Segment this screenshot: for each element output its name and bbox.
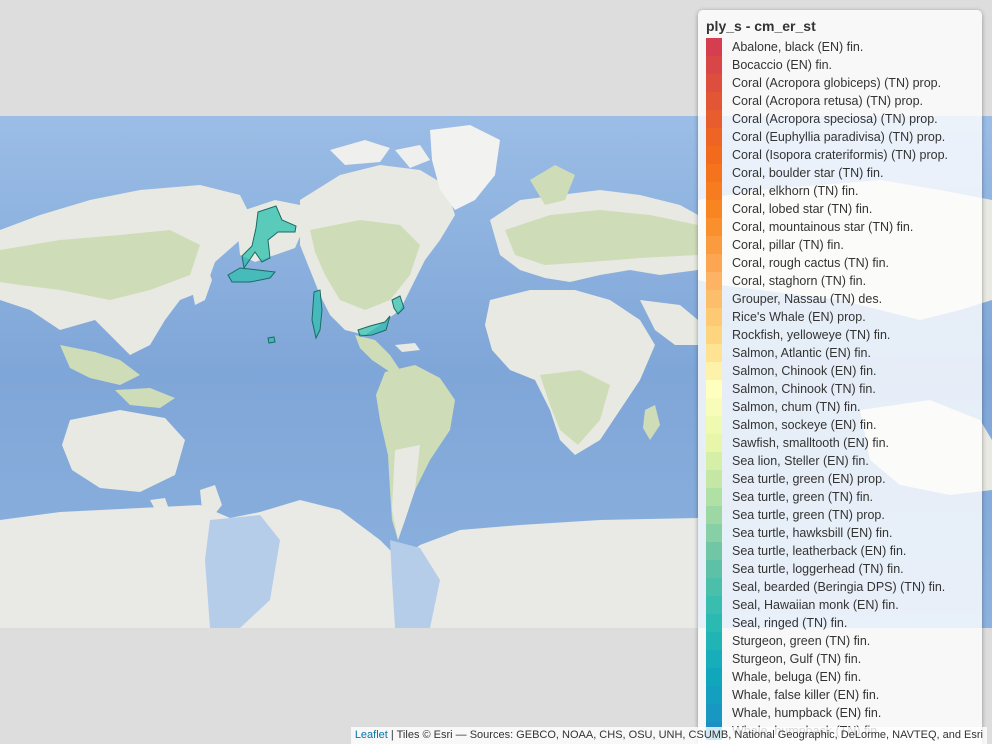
legend-item: Sea turtle, loggerhead (TN) fin. <box>732 562 904 576</box>
legend-item: Sea turtle, green (TN) fin. <box>732 490 874 504</box>
legend-swatch <box>706 488 722 506</box>
legend-item: Whale, humpback (EN) fin. <box>732 706 882 720</box>
legend-swatch <box>706 362 722 380</box>
legend-item: Abalone, black (EN) fin. <box>732 40 864 54</box>
legend-swatch <box>706 506 722 524</box>
legend-swatch <box>706 128 722 146</box>
legend-item: Coral (Acropora retusa) (TN) prop. <box>732 94 924 108</box>
habitat-polygon-atlantic-coast[interactable] <box>391 295 405 315</box>
legend-item: Coral, rough cactus (TN) fin. <box>732 256 889 270</box>
ice-shelf <box>205 515 280 628</box>
habitat-polygon-pacific-coast[interactable] <box>311 289 323 340</box>
legend-swatch <box>706 200 722 218</box>
legend-item: Sea lion, Steller (EN) fin. <box>732 454 869 468</box>
landmass-north-america <box>238 125 500 372</box>
legend-panel: ply_s - cm_er_st Abalone, black (EN) fin… <box>698 10 982 744</box>
legend-swatch <box>706 434 722 452</box>
legend-item: Rockfish, yelloweye (TN) fin. <box>732 328 891 342</box>
legend-item: Coral (Acropora globiceps) (TN) prop. <box>732 76 942 90</box>
habitat-polygon-aleutians[interactable] <box>227 267 276 283</box>
legend-swatch <box>706 146 722 164</box>
legend-swatch <box>706 614 722 632</box>
legend-swatch <box>706 164 722 182</box>
legend-item: Coral, pillar (TN) fin. <box>732 238 844 252</box>
legend-item: Salmon, Chinook (EN) fin. <box>732 364 877 378</box>
ice-shelf <box>390 540 440 628</box>
legend-item: Coral (Euphyllia paradivisa) (TN) prop. <box>732 130 946 144</box>
habitat-polygon-gulf-of-mexico[interactable] <box>357 315 391 337</box>
legend-swatch <box>706 236 722 254</box>
legend-swatch <box>706 398 722 416</box>
landmass-antarctica <box>0 500 698 628</box>
habitat-polygons[interactable] <box>227 205 405 344</box>
legend-swatch <box>706 578 722 596</box>
legend-swatch <box>706 668 722 686</box>
legend-swatch <box>706 344 722 362</box>
legend-swatch <box>706 686 722 704</box>
legend-swatch <box>706 380 722 398</box>
legend-swatch <box>706 416 722 434</box>
legend-list: Abalone, black (EN) fin. Bocaccio (EN) fi… <box>732 38 948 740</box>
legend-item: Whale, beluga (EN) fin. <box>732 670 862 684</box>
legend-item: Coral (Isopora crateriformis) (TN) prop. <box>732 148 949 162</box>
legend-item: Coral, mountainous star (TN) fin. <box>732 220 914 234</box>
legend-item: Coral (Acropora speciosa) (TN) prop. <box>732 112 938 126</box>
landmass-europe-africa <box>485 165 698 455</box>
legend-swatch <box>706 110 722 128</box>
legend-swatch <box>706 704 722 722</box>
legend-swatch <box>706 182 722 200</box>
legend-swatch <box>706 632 722 650</box>
legend-item: Sea turtle, leatherback (EN) fin. <box>732 544 907 558</box>
legend-swatch <box>706 38 722 56</box>
legend-item: Seal, Hawaiian monk (EN) fin. <box>732 598 899 612</box>
legend-item: Sturgeon, green (TN) fin. <box>732 634 871 648</box>
legend-item: Coral, boulder star (TN) fin. <box>732 166 884 180</box>
attribution-text: | Tiles © Esri — Sources: GEBCO, NOAA, C… <box>390 729 983 741</box>
legend-item: Salmon, Atlantic (EN) fin. <box>732 346 871 360</box>
legend-swatch <box>706 74 722 92</box>
leaflet-link[interactable]: Leaflet <box>354 729 388 741</box>
legend-swatch <box>706 326 722 344</box>
landmass-australia-left <box>62 410 222 520</box>
legend-item: Coral, lobed star (TN) fin. <box>732 202 873 216</box>
legend-item: Whale, false killer (EN) fin. <box>732 688 880 702</box>
legend-item: Bocaccio (EN) fin. <box>732 58 833 72</box>
legend-item: Coral, elkhorn (TN) fin. <box>732 184 859 198</box>
legend-swatch <box>706 560 722 578</box>
legend-swatch <box>706 254 722 272</box>
legend-swatch <box>706 542 722 560</box>
legend-item: Sea turtle, hawksbill (EN) fin. <box>732 526 893 540</box>
habitat-polygon-hawaii[interactable] <box>267 336 276 344</box>
legend-item: Sea turtle, green (TN) prop. <box>732 508 885 522</box>
legend-item: Seal, ringed (TN) fin. <box>732 616 848 630</box>
legend-swatch <box>706 470 722 488</box>
landmass-south-america <box>376 365 455 540</box>
legend-item: Coral, staghorn (TN) fin. <box>732 274 867 288</box>
habitat-polygon-alaska-arctic[interactable] <box>241 205 297 270</box>
legend-swatch <box>706 290 722 308</box>
legend-swatch <box>706 650 722 668</box>
map-attribution: Leaflet | Tiles © Esri — Sources: GEBCO,… <box>350 727 987 744</box>
legend-swatch <box>706 308 722 326</box>
legend-swatch <box>706 92 722 110</box>
legend-item: Rice's Whale (EN) prop. <box>732 310 866 324</box>
legend-item: Grouper, Nassau (TN) des. <box>732 292 883 306</box>
legend-swatch <box>706 56 722 74</box>
legend-item: Salmon, sockeye (EN) fin. <box>732 418 877 432</box>
legend-title: ply_s - cm_er_st <box>706 18 816 34</box>
legend-swatch <box>706 272 722 290</box>
landmass-asia-left <box>0 185 250 408</box>
legend-item: Sturgeon, Gulf (TN) fin. <box>732 652 862 666</box>
legend-item: Salmon, chum (TN) fin. <box>732 400 861 414</box>
legend-swatch <box>706 524 722 542</box>
legend-item: Seal, bearded (Beringia DPS) (TN) fin. <box>732 580 946 594</box>
legend-swatch <box>706 596 722 614</box>
legend-color-ramp <box>706 38 722 740</box>
legend-item: Salmon, Chinook (TN) fin. <box>732 382 876 396</box>
legend-swatch <box>706 218 722 236</box>
legend-swatch <box>706 452 722 470</box>
legend-item: Sea turtle, green (EN) prop. <box>732 472 886 486</box>
legend-item: Sawfish, smalltooth (EN) fin. <box>732 436 889 450</box>
